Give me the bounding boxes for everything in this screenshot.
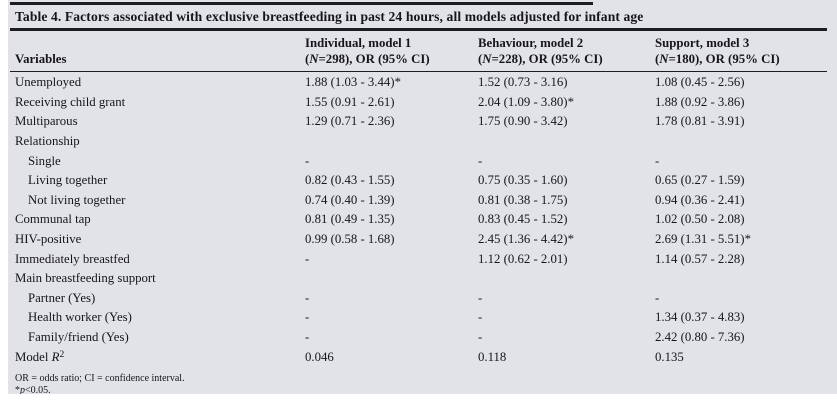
column-header-variables-label: Variables [15, 52, 67, 66]
row-label: Model R2 [15, 349, 65, 364]
cell-model3: 0.135 [655, 349, 684, 364]
table-row: Single - - - [10, 152, 827, 172]
cell-model2: 1.52 (0.73 - 3.16) [478, 75, 568, 90]
table-row: Family/friend (Yes) - - 2.42 (0.80 - 7.36) [10, 328, 827, 348]
footnote-abbreviations: OR = odds ratio; CI = confidence interva… [15, 373, 185, 385]
cell-model3: 0.65 (0.27 - 1.59) [655, 173, 745, 188]
cell-model2: - [478, 330, 483, 345]
table-row: Partner (Yes) - - - [10, 289, 827, 309]
cell-model2: - [478, 153, 483, 168]
row-section-label: Relationship [15, 134, 80, 149]
header-divider-rule [10, 70, 827, 73]
table-row: Model R2 0.046 0.118 0.135 [10, 348, 827, 368]
table-footnotes: OR = odds ratio; CI = confidence interva… [10, 367, 827, 394]
cell-model3: 1.14 (0.57 - 2.28) [655, 251, 745, 266]
cell-model1: 1.88 (1.03 - 3.44)* [305, 75, 401, 90]
cell-model2: - [478, 290, 483, 305]
column-header-model2: Behaviour, model 2 (N=228), OR (95% CI) [478, 35, 655, 68]
cell-model2 [478, 269, 655, 289]
cell-model3: 1.34 (0.37 - 4.83) [655, 310, 745, 325]
table-row: Receiving child grant 1.55 (0.91 - 2.61) 2… [10, 93, 827, 113]
table-row: Health worker (Yes) - - 1.34 (0.37 - 4.83) [10, 308, 827, 328]
cell-model2: 2.04 (1.09 - 3.80)* [478, 94, 574, 109]
column-header-model3: Support, model 3 (N=180), OR (95% CI) [655, 35, 827, 68]
cell-model3: - [655, 153, 660, 168]
cell-model1: 0.82 (0.43 - 1.55) [305, 173, 395, 188]
cell-model1: - [305, 251, 310, 266]
row-label: Not living together [28, 192, 126, 207]
table-row: Unemployed 1.88 (1.03 - 3.44)* 1.52 (0.73 … [10, 73, 827, 93]
cell-model3: 1.08 (0.45 - 2.56) [655, 75, 745, 90]
cell-model1: - [305, 290, 310, 305]
row-label: Family/friend (Yes) [28, 330, 129, 345]
cell-model3: 2.42 (0.80 - 7.36) [655, 330, 745, 345]
cell-model1: 1.29 (0.71 - 2.36) [305, 114, 395, 129]
table-container: Table 4. Factors associated with exclusi… [10, 2, 827, 394]
cell-model1: 0.81 (0.49 - 1.35) [305, 212, 395, 227]
table-body: Unemployed 1.88 (1.03 - 3.44)* 1.52 (0.73 … [10, 72, 827, 367]
table-top-rule [10, 2, 593, 5]
cell-model3: 0.94 (0.36 - 2.41) [655, 192, 745, 207]
cell-model2: 2.45 (1.36 - 4.42)* [478, 232, 574, 247]
row-label: Partner (Yes) [28, 290, 96, 305]
model1-header-line1: Individual, model 1 [305, 35, 412, 50]
table-row: Living together 0.82 (0.43 - 1.55) 0.75 (0… [10, 171, 827, 191]
column-header-variables: Variables [10, 35, 305, 68]
table-title: Table 4. Factors associated with exclusi… [15, 9, 644, 24]
table-row: Main breastfeeding support [10, 269, 827, 289]
table-header: Variables Individual, model 1 (N=298), O… [10, 31, 827, 71]
cell-model3: 1.78 (0.81 - 3.91) [655, 114, 745, 129]
table-row: HIV-positive 0.99 (0.58 - 1.68) 2.45 (1.36… [10, 230, 827, 250]
cell-model1: 0.99 (0.58 - 1.68) [305, 232, 395, 247]
row-label: Unemployed [15, 75, 82, 90]
model3-header-line1: Support, model 3 [655, 35, 750, 50]
table-row: Communal tap 0.81 (0.49 - 1.35) 0.83 (0.45… [10, 210, 827, 230]
row-label: Receiving child grant [15, 94, 126, 109]
cell-model2: 1.12 (0.62 - 2.01) [478, 251, 568, 266]
row-label: Immediately breastfed [15, 251, 130, 266]
table-row: Relationship [10, 132, 827, 152]
table-row: Multiparous 1.29 (0.71 - 2.36) 1.75 (0.90 … [10, 112, 827, 132]
model3-header-line2: (N=180), OR (95% CI) [655, 52, 780, 66]
row-label: Single [28, 153, 61, 168]
cell-model2: 1.75 (0.90 - 3.42) [478, 114, 568, 129]
cell-model1: 0.74 (0.40 - 1.39) [305, 192, 395, 207]
cell-model3 [655, 132, 827, 152]
cell-model3: 2.69 (1.31 - 5.51)* [655, 232, 751, 247]
cell-model1 [305, 132, 478, 152]
row-label: Multiparous [15, 114, 78, 129]
cell-model2: - [478, 310, 483, 325]
cell-model2: 0.75 (0.35 - 1.60) [478, 173, 568, 188]
footnote-significance: *p<0.05. [15, 384, 51, 394]
table-row: Immediately breastfed - 1.12 (0.62 - 2.01)… [10, 250, 827, 270]
row-label: Health worker (Yes) [28, 310, 132, 325]
row-label: Living together [28, 173, 108, 188]
cell-model3: 1.88 (0.92 - 3.86) [655, 94, 745, 109]
column-header-model1: Individual, model 1 (N=298), OR (95% CI) [305, 35, 478, 68]
model2-header-line1: Behaviour, model 2 [478, 35, 584, 50]
cell-model1 [305, 269, 478, 289]
table-panel: Table 4. Factors associated with exclusi… [8, 0, 837, 394]
cell-model3: - [655, 290, 660, 305]
model1-header-line2: (N=298), OR (95% CI) [305, 52, 430, 66]
row-section-label: Main breastfeeding support [15, 271, 156, 286]
cell-model3: 1.02 (0.50 - 2.08) [655, 212, 745, 227]
cell-model2 [478, 132, 655, 152]
row-label: HIV-positive [15, 232, 82, 247]
cell-model3 [655, 269, 827, 289]
title-divider-rule [10, 28, 827, 31]
table-row: Not living together 0.74 (0.40 - 1.39) 0.8… [10, 191, 827, 211]
cell-model2: 0.81 (0.38 - 1.75) [478, 192, 568, 207]
row-label: Communal tap [15, 212, 91, 227]
cell-model1: - [305, 330, 310, 345]
cell-model1: - [305, 310, 310, 325]
cell-model1: 1.55 (0.91 - 2.61) [305, 94, 395, 109]
cell-model2: 0.118 [478, 349, 507, 364]
model2-header-line2: (N=228), OR (95% CI) [478, 52, 603, 66]
cell-model1: 0.046 [305, 349, 334, 364]
cell-model2: 0.83 (0.45 - 1.52) [478, 212, 568, 227]
cell-model1: - [305, 153, 310, 168]
